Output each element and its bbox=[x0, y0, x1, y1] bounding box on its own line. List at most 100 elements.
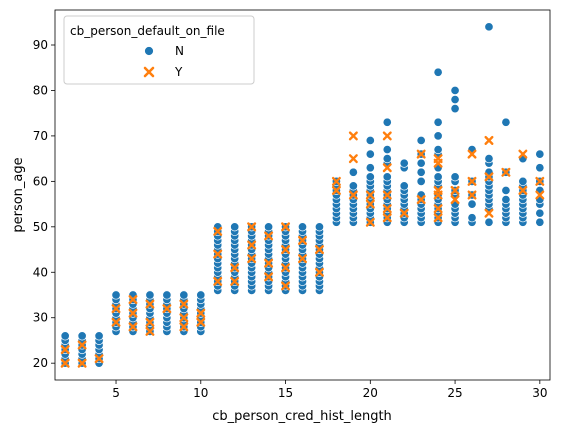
data-point-n bbox=[467, 213, 477, 223]
data-point-y bbox=[77, 340, 87, 350]
data-point-n bbox=[535, 163, 545, 173]
data-point-y bbox=[467, 176, 477, 186]
y-tick-label: 20 bbox=[33, 356, 48, 370]
data-point-y bbox=[213, 249, 223, 259]
data-point-n bbox=[365, 149, 375, 159]
data-point-n bbox=[433, 117, 443, 127]
data-point-y bbox=[450, 185, 460, 195]
data-point-y bbox=[484, 208, 494, 218]
data-point-n bbox=[382, 117, 392, 127]
data-point-y bbox=[145, 326, 155, 336]
data-point-y bbox=[281, 222, 291, 232]
legend-label-y: Y bbox=[174, 65, 183, 79]
data-point-y bbox=[382, 204, 392, 214]
data-point-y bbox=[467, 149, 477, 159]
data-point-n bbox=[314, 222, 325, 232]
data-point-y bbox=[365, 199, 375, 209]
data-point-n bbox=[382, 172, 392, 182]
data-point-n bbox=[60, 331, 70, 341]
data-point-n bbox=[365, 163, 375, 173]
data-point-n bbox=[484, 154, 494, 164]
data-point-n bbox=[433, 172, 443, 182]
data-point-y bbox=[467, 190, 477, 200]
data-point-n bbox=[416, 176, 426, 186]
data-point-n bbox=[348, 181, 358, 191]
data-point-y bbox=[416, 195, 426, 205]
data-point-y bbox=[433, 213, 443, 223]
data-point-y bbox=[501, 167, 511, 177]
data-point-n bbox=[535, 208, 545, 218]
data-point-n bbox=[348, 167, 358, 177]
data-point-y bbox=[450, 195, 460, 205]
data-point-y bbox=[196, 308, 206, 318]
data-point-y bbox=[365, 217, 375, 227]
data-point-n bbox=[501, 185, 511, 196]
data-point-n bbox=[382, 144, 392, 155]
data-point-n bbox=[111, 290, 121, 300]
legend-label-n: N bbox=[175, 44, 184, 58]
data-point-y bbox=[247, 254, 257, 264]
data-point-n bbox=[433, 131, 443, 141]
data-point-y bbox=[196, 317, 206, 327]
y-tick-label: 30 bbox=[33, 311, 48, 325]
data-point-y bbox=[382, 213, 392, 223]
data-point-y bbox=[535, 190, 545, 200]
data-point-y bbox=[77, 358, 87, 368]
legend: cb_person_default_on_file N Y bbox=[63, 15, 255, 85]
x-tick-label: 15 bbox=[278, 386, 293, 400]
y-tick-label: 80 bbox=[33, 83, 48, 97]
data-point-y bbox=[247, 222, 257, 232]
data-point-y bbox=[264, 258, 274, 268]
data-point-y bbox=[111, 304, 121, 314]
data-point-y bbox=[281, 245, 291, 255]
x-tick-label: 25 bbox=[447, 386, 462, 400]
data-point-y bbox=[230, 263, 240, 273]
data-point-y bbox=[298, 254, 307, 264]
data-point-y bbox=[213, 276, 223, 286]
data-point-n bbox=[467, 199, 477, 209]
y-tick-label: 50 bbox=[33, 220, 48, 234]
data-point-n bbox=[484, 217, 494, 227]
data-point-n bbox=[264, 222, 274, 232]
data-point-n bbox=[535, 217, 545, 227]
axes-frame bbox=[54, 9, 551, 381]
legend-marker-n bbox=[144, 46, 154, 56]
data-point-y bbox=[162, 304, 172, 314]
data-point-y bbox=[348, 131, 358, 141]
data-point-n bbox=[77, 331, 87, 341]
data-point-n bbox=[484, 22, 494, 32]
data-point-y bbox=[264, 231, 274, 241]
x-tick-label: 5 bbox=[112, 386, 120, 400]
data-point-n bbox=[179, 290, 189, 300]
points-layer bbox=[60, 22, 545, 368]
y-tick-label: 70 bbox=[33, 129, 48, 143]
data-point-n bbox=[501, 194, 511, 205]
data-point-n bbox=[382, 154, 392, 164]
data-point-y bbox=[399, 208, 409, 218]
data-point-y bbox=[382, 131, 392, 141]
data-point-y bbox=[60, 358, 70, 368]
data-point-y bbox=[230, 276, 240, 286]
data-point-n bbox=[230, 222, 240, 232]
data-point-y bbox=[365, 190, 375, 200]
y-tick-label: 90 bbox=[33, 38, 48, 52]
data-point-n bbox=[433, 144, 443, 155]
data-point-n bbox=[450, 94, 460, 105]
data-point-y bbox=[247, 240, 257, 250]
data-point-n bbox=[518, 176, 528, 186]
x-tick-label: 20 bbox=[363, 386, 378, 400]
data-point-y bbox=[213, 226, 223, 236]
data-point-y bbox=[518, 149, 528, 159]
data-point-n bbox=[399, 181, 409, 191]
data-point-y bbox=[348, 190, 358, 200]
data-point-y bbox=[128, 295, 138, 305]
data-point-n bbox=[365, 172, 375, 182]
data-point-y bbox=[382, 163, 392, 173]
data-point-n bbox=[94, 331, 104, 341]
data-point-y bbox=[281, 281, 291, 291]
legend-title: cb_person_default_on_file bbox=[70, 24, 225, 38]
data-point-y bbox=[264, 272, 274, 282]
data-point-y bbox=[433, 154, 443, 164]
data-point-y bbox=[433, 204, 443, 214]
data-point-y bbox=[382, 190, 392, 200]
